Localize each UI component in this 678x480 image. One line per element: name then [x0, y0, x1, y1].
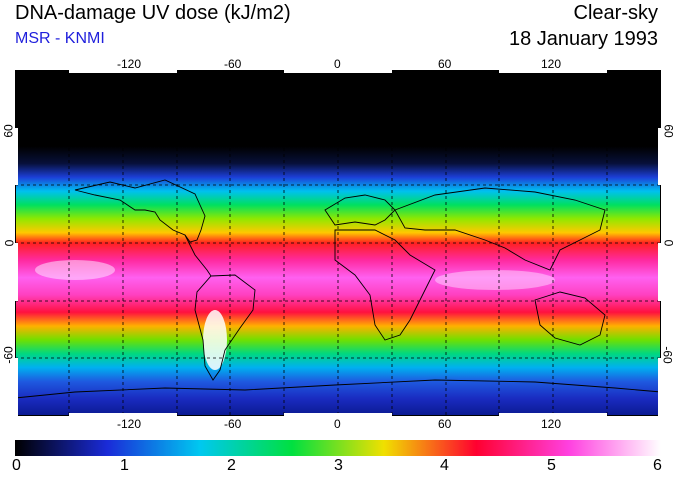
lat-tick-left-m60: -60 — [1, 346, 16, 364]
antarctica-coast — [15, 379, 661, 399]
date-label: 18 January 1993 — [508, 28, 658, 50]
source-label: MSR - KNMI — [15, 30, 105, 47]
lon-tick-top-e60: 60 — [438, 57, 452, 71]
colorbar-label-4: 4 — [440, 457, 449, 474]
colorbar-label-3: 3 — [334, 457, 343, 474]
lat-tick-right-0: 0 — [661, 239, 676, 247]
colorbar-ramp — [15, 440, 661, 456]
lon-tick-bottom-e120: 120 — [541, 417, 562, 431]
europe-coast — [324, 194, 396, 226]
andes-highlight — [203, 310, 227, 370]
lat-tick-left-60: 60 — [1, 124, 16, 138]
lon-tick-bottom-0: 0 — [334, 417, 341, 431]
lon-tick-bottom-w60: -60 — [224, 417, 242, 431]
colorbar-label-1: 1 — [120, 457, 129, 474]
colorbar-label-5: 5 — [547, 457, 556, 474]
colorbar — [15, 440, 661, 456]
lon-tick-top-w60: -60 — [224, 57, 242, 71]
central-america-coast — [184, 234, 212, 277]
lon-tick-bottom-e60: 60 — [438, 417, 452, 431]
lat-tick-right-m60: -60 — [660, 346, 675, 364]
south-america-coast — [194, 274, 256, 381]
map-title: DNA-damage UV dose (kJ/m2) — [15, 2, 291, 24]
lon-tick-bottom-w120: -120 — [117, 417, 142, 431]
colorbar-label-0: 0 — [12, 457, 21, 474]
colorbar-label-2: 2 — [227, 457, 236, 474]
australia-coast — [534, 291, 606, 346]
north-america-coast — [74, 179, 206, 243]
pacific-highlight — [35, 260, 115, 280]
uv-dose-map — [15, 70, 661, 416]
colorbar-label-6: 6 — [653, 457, 662, 474]
lat-tick-right-60: 60 — [661, 124, 676, 138]
asia-coast — [394, 187, 606, 271]
lon-tick-top-e120: 120 — [541, 57, 562, 71]
indian-highlight — [435, 270, 555, 290]
sky-condition-label: Clear-sky — [573, 2, 658, 24]
africa-coast — [334, 229, 436, 341]
lon-tick-top-w120: -120 — [117, 57, 142, 71]
lon-tick-top-0: 0 — [334, 57, 341, 71]
